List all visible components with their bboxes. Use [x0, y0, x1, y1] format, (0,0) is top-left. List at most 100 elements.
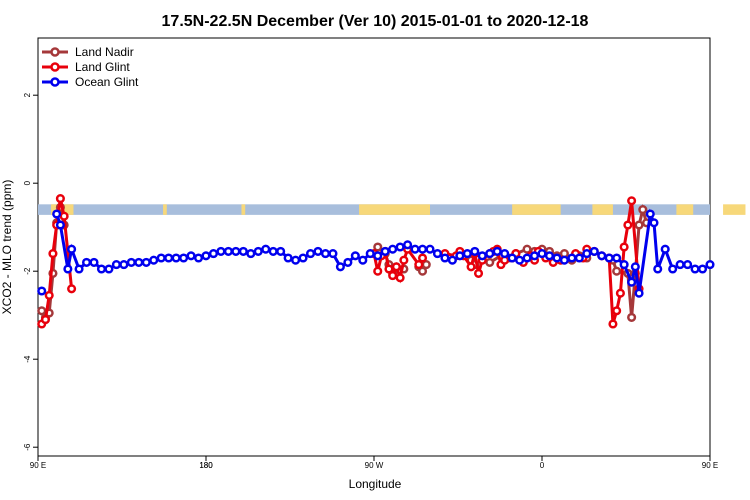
legend-marker [50, 77, 60, 87]
data-point [373, 242, 383, 252]
data-point [544, 251, 555, 261]
data-point [149, 255, 159, 265]
data-point [447, 255, 457, 265]
data-point [623, 220, 633, 230]
data-point [660, 244, 670, 254]
data-point [238, 246, 248, 256]
data-point [37, 306, 47, 316]
data-point [141, 257, 151, 267]
data-point [67, 284, 77, 294]
data-point [384, 264, 394, 274]
data-point [414, 260, 424, 270]
data-point [597, 251, 607, 261]
data-point [675, 260, 685, 270]
data-point [485, 249, 495, 259]
data-point [612, 306, 622, 316]
data-point [37, 286, 47, 296]
x-axis-label: Longitude [349, 477, 402, 491]
data-point [615, 288, 625, 298]
data-point [582, 249, 592, 259]
x-tick-label: 180 [199, 461, 213, 470]
data-point [63, 264, 73, 274]
data-point [399, 255, 409, 265]
land-segment [359, 204, 430, 215]
data-point [567, 253, 577, 263]
data-point [507, 253, 517, 263]
data-point [395, 242, 405, 252]
data-point [612, 266, 622, 276]
y-axis-label: XCO2 - MLO trend (ppm) [0, 180, 14, 315]
data-point [683, 260, 693, 270]
data-point [668, 264, 678, 274]
land-segment [723, 204, 746, 215]
data-point [268, 246, 278, 256]
data-point [134, 257, 144, 267]
data-point [612, 253, 622, 263]
data-point [328, 249, 338, 259]
data-point [522, 253, 532, 263]
land-segment [241, 204, 246, 215]
land-segment [592, 204, 613, 215]
data-point [44, 290, 54, 300]
data-point [74, 264, 84, 274]
data-point [164, 253, 174, 263]
legend-label: Land Nadir [75, 45, 134, 59]
legend-label: Land Glint [75, 60, 130, 74]
data-point [335, 262, 345, 272]
data-point [425, 244, 435, 254]
data-point [705, 260, 715, 270]
x-tick-label: 180 [199, 461, 213, 470]
data-point [537, 249, 547, 259]
land-segment [163, 204, 167, 215]
data-point [126, 257, 136, 267]
data-point [649, 218, 659, 228]
y-tick-label: -4 [23, 355, 32, 363]
x-tick-label: 90 E [702, 461, 718, 470]
data-point [59, 211, 69, 221]
y-tick-label: -2 [23, 267, 32, 275]
data-point [466, 262, 476, 272]
legend-item: Ocean Glint [42, 75, 139, 89]
data-point [410, 244, 420, 254]
data-point [40, 315, 51, 325]
data-point [67, 244, 77, 254]
data-point [574, 253, 584, 263]
data-point [119, 260, 129, 270]
data-point [156, 253, 166, 263]
data-point [81, 257, 92, 267]
data-point [208, 249, 219, 259]
data-point [388, 271, 398, 281]
data-point [223, 246, 233, 256]
data-point [627, 312, 637, 322]
data-point [111, 260, 121, 270]
y-tick-label: 0 [23, 180, 32, 185]
data-point [193, 253, 204, 263]
data-point [455, 251, 465, 261]
data-point [627, 196, 637, 206]
data-point [104, 264, 114, 274]
data-point [604, 253, 614, 263]
legend-marker [50, 62, 60, 72]
data-point [608, 319, 618, 329]
x-tick-label: 90 E [30, 461, 46, 470]
data-point [358, 255, 368, 265]
legend-item: Land Glint [42, 60, 130, 74]
data-point [470, 246, 480, 256]
data-point [231, 246, 241, 256]
data-point [365, 249, 375, 259]
data-point [634, 220, 644, 230]
data-point [395, 273, 405, 283]
data-point [55, 194, 65, 204]
legend-marker [50, 47, 60, 57]
data-point [55, 220, 65, 230]
data-point [477, 251, 487, 261]
data-point [589, 246, 599, 256]
data-point [473, 268, 484, 278]
data-point [171, 253, 181, 263]
legend-item: Land Nadir [42, 45, 134, 59]
data-point [350, 251, 360, 261]
data-point [276, 246, 286, 256]
data-point [417, 253, 428, 263]
